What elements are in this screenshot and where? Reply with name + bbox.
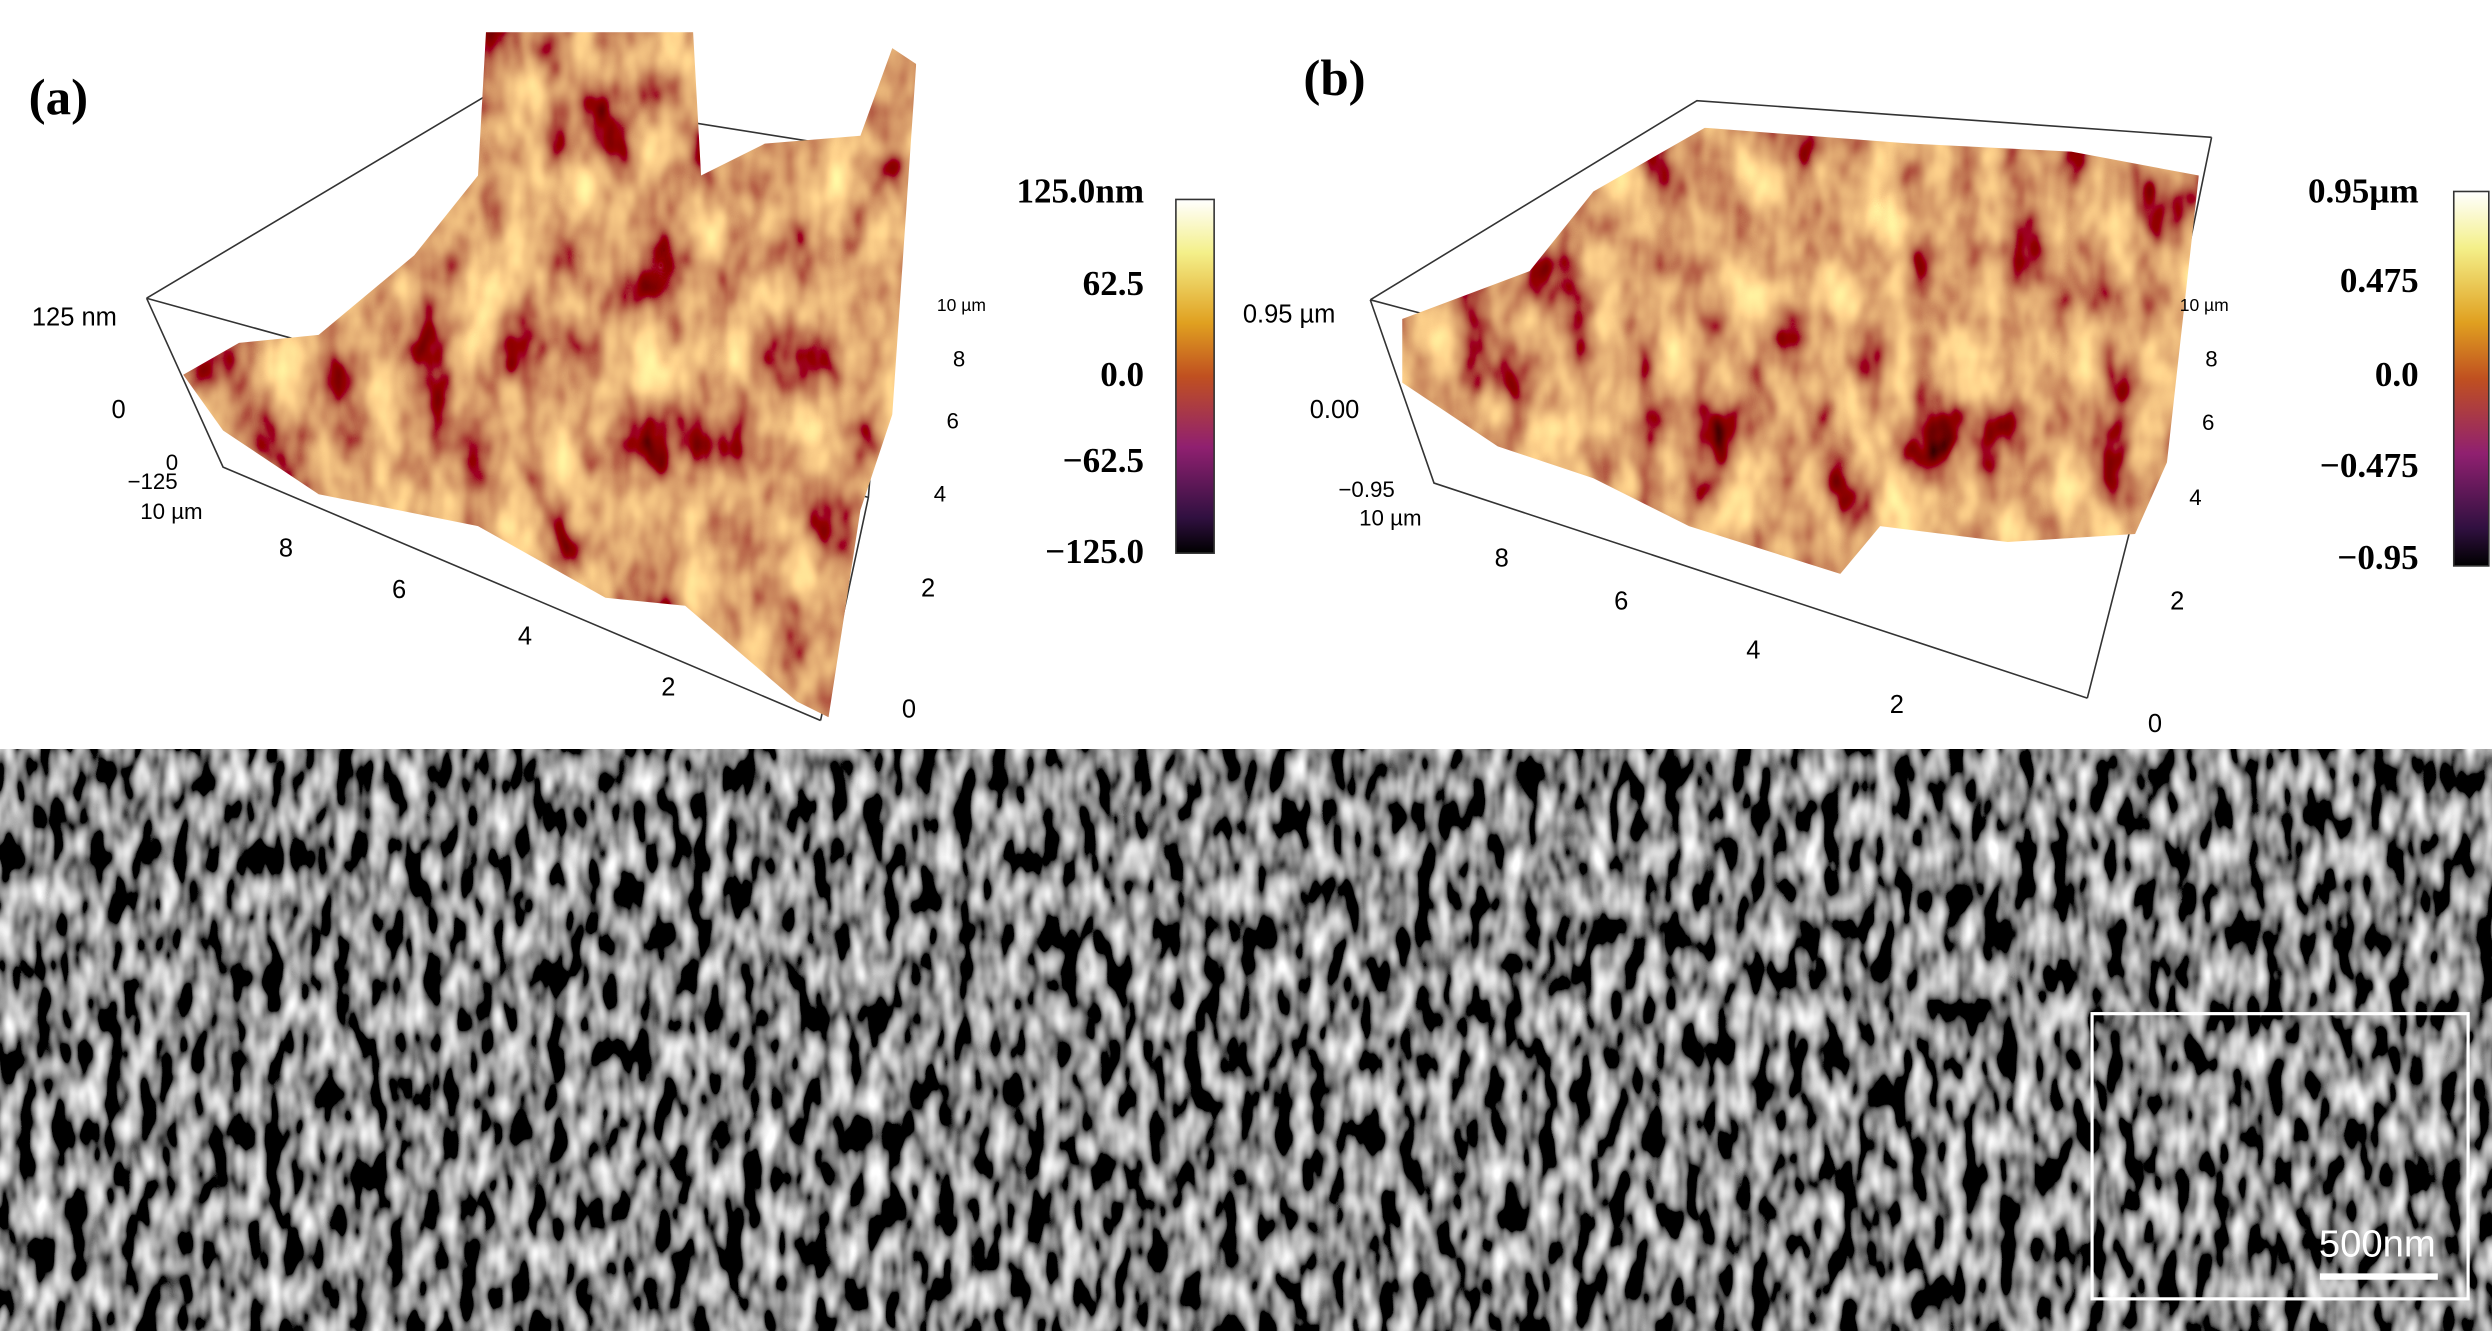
x-label: 8: [279, 535, 293, 563]
colorbar-label: −0.95: [2337, 538, 2418, 577]
y-label: 4: [2189, 485, 2201, 510]
panel-b: (b) 0.95 µm 0.00 −0.95 10 µm 8 6 4 2 10 …: [1243, 51, 2490, 738]
panel-label: (c): [57, 766, 110, 819]
inset-scale-bar-label: 500nm: [2319, 1222, 2436, 1265]
colorbar-label: −125.0: [1045, 532, 1144, 571]
z-label: −0.95: [1338, 477, 1394, 502]
x-label: 6: [1614, 587, 1628, 615]
colorbar-label: −0.475: [2320, 446, 2419, 485]
y-label: 10 µm: [937, 295, 986, 315]
scale-bar-label: 5 µm: [661, 1230, 764, 1283]
z-label: 0.00: [1310, 396, 1360, 424]
z-label: 10 µm: [1359, 506, 1421, 531]
colorbar-label: −62.5: [1063, 441, 1144, 480]
panel-e: (e) 1µm 500nm: [1692, 758, 2486, 1318]
afm-surface: [1402, 127, 2199, 574]
scale-bar-box: [576, 1211, 861, 1318]
colorbar-label: 62.5: [1083, 264, 1144, 303]
x-label: 6: [392, 576, 406, 604]
z-label: 125 nm: [32, 304, 117, 332]
inset-image: [2092, 1013, 2469, 1299]
x-label: 8: [1495, 544, 1509, 572]
colorbar-label: 0.0: [1100, 355, 1144, 394]
x-label: 2: [1890, 691, 1904, 719]
x-label: 4: [518, 622, 532, 650]
y-label: 2: [2170, 587, 2184, 615]
y-label: 2: [921, 575, 935, 603]
x-label: 4: [1746, 637, 1760, 665]
y-label: 0: [2148, 710, 2162, 738]
x-label: 2: [661, 673, 675, 701]
y-label: 6: [946, 408, 958, 433]
scale-bar-box: [1502, 1216, 1669, 1307]
colorbar-label: 0.0: [2375, 355, 2419, 394]
colorbar-label: 0.475: [2340, 261, 2419, 300]
z-label: −125: [127, 469, 177, 494]
inset-border: [2090, 1012, 2470, 1301]
y-label: 8: [953, 346, 965, 371]
panel-c: (c) 5 µm: [31, 758, 861, 1318]
panel-d: (d) 500 nm: [881, 758, 1674, 1318]
z-label: 10 µm: [140, 499, 202, 524]
y-label: 4: [934, 482, 946, 507]
panel-label: (a): [29, 70, 88, 126]
colorbar: [2452, 190, 2490, 567]
panel-a: (a) 125 nm 0 0 −125 10 µm 8 6 4 2 10 µm …: [29, 32, 1215, 724]
colorbar: [1175, 198, 1215, 554]
y-label: 6: [2202, 410, 2214, 435]
panel-label: (b): [1303, 51, 1365, 107]
scale-bar-label: 500 nm: [1527, 1223, 1644, 1262]
panel-label: (e): [1711, 766, 1764, 819]
y-label: 10 µm: [2180, 295, 2229, 315]
y-label: 8: [2205, 346, 2217, 371]
z-label: 0.95 µm: [1243, 300, 1336, 328]
panel-label: (d): [900, 766, 958, 819]
afm-surface: [183, 32, 917, 718]
scale-bar-label: 1µm: [1741, 1209, 1822, 1255]
z-label: 0: [166, 450, 178, 475]
colorbar-label: 125.0nm: [1016, 172, 1144, 211]
z-label: 0: [112, 396, 126, 424]
y-label: 0: [902, 696, 916, 724]
colorbar-label: 0.95µm: [2308, 172, 2419, 211]
